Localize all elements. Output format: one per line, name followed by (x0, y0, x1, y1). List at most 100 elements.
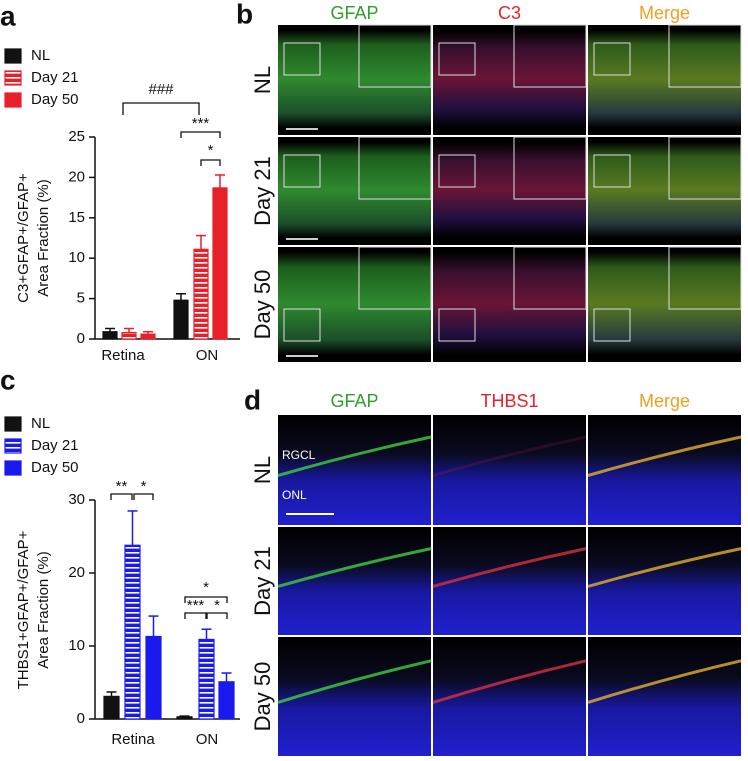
zoom-box (283, 308, 321, 342)
y-tick-label: 20 (68, 168, 85, 185)
significance-label: * (208, 142, 214, 159)
layer-label: RGCL (282, 448, 316, 462)
legend-swatch (4, 70, 22, 86)
zoom-box (593, 154, 631, 188)
zoom-box (593, 42, 631, 76)
significance-label: ** (116, 478, 128, 495)
inset-box (513, 136, 587, 200)
inset-box (358, 24, 432, 88)
micrograph-tissue (433, 252, 586, 355)
x-tick-label: ON (196, 731, 219, 748)
zoom-box (283, 154, 321, 188)
y-tick-label: 10 (68, 637, 85, 654)
significance-label: ### (148, 81, 174, 98)
significance-bracket (206, 612, 228, 619)
significance-bracket (133, 493, 154, 500)
cell-layer (432, 659, 587, 704)
bar (173, 299, 189, 340)
x-tick-label: ON (196, 347, 219, 364)
micrograph-tissue (588, 637, 741, 756)
cell-layer (277, 547, 432, 588)
significance-label: * (203, 579, 209, 596)
significance-label: * (214, 597, 220, 614)
zoom-box (438, 308, 476, 342)
bar (124, 544, 141, 720)
y-axis-label: THBS1+GFAP+/GFAP+ (15, 530, 32, 689)
inset-box (668, 246, 742, 310)
inset-box (513, 246, 587, 310)
cell-layer (587, 435, 742, 477)
column-header: Merge (639, 3, 690, 23)
legend-label: Day 21 (31, 437, 79, 454)
significance-bracket (180, 131, 221, 138)
legend-swatch (4, 438, 22, 454)
legend-label: Day 50 (31, 459, 79, 476)
significance-label: *** (187, 597, 205, 614)
y-tick-label: 15 (68, 209, 85, 226)
column-header: GFAP (330, 391, 378, 411)
significance-bracket (122, 102, 200, 115)
zoom-box (438, 154, 476, 188)
row-label: NL (250, 456, 275, 484)
column-header: Merge (639, 391, 690, 411)
micrograph-tissue (588, 527, 741, 635)
micrograph-tissue (433, 637, 586, 756)
micrograph-tissue (588, 252, 741, 355)
significance-label: *** (192, 115, 210, 132)
row-label: Day 50 (250, 662, 275, 732)
micrograph-tissue (278, 527, 431, 635)
inset-box (668, 24, 742, 88)
y-axis-label: C3+GFAP+/GFAP+ (15, 173, 32, 303)
bar (102, 331, 118, 340)
bar (121, 331, 137, 340)
micrograph-tissue (433, 415, 586, 525)
column-header: THBS1 (480, 391, 538, 411)
row-label: Day 21 (250, 546, 275, 616)
micrograph-tissue (588, 30, 741, 128)
panel-letter: d (244, 384, 261, 415)
panel-letter: b (236, 0, 253, 29)
bar (193, 248, 209, 340)
row-label: Day 50 (250, 270, 275, 340)
cell-layer (432, 435, 587, 477)
row-label: Day 21 (250, 156, 275, 226)
significance-label: * (141, 478, 147, 495)
inset-box (668, 136, 742, 200)
bar (218, 681, 235, 720)
x-tick-label: Retina (101, 347, 145, 364)
y-tick-label: 20 (68, 564, 85, 581)
inset-box (358, 136, 432, 200)
micrograph-tissue (278, 637, 431, 756)
panel-letter: c (0, 364, 16, 395)
cell-layer (587, 659, 742, 704)
bar (212, 187, 228, 340)
column-header: GFAP (330, 3, 378, 23)
cell-layer (277, 659, 432, 704)
legend-swatch (4, 416, 22, 432)
significance-bracket (184, 596, 228, 603)
column-header: C3 (498, 3, 521, 23)
bar (103, 695, 120, 720)
y-axis-label: Area Fraction (%) (35, 551, 52, 669)
y-axis-label: Area Fraction (%) (35, 179, 52, 297)
micrograph-tissue (433, 142, 586, 238)
significance-bracket (200, 159, 221, 166)
cell-layer (277, 435, 432, 477)
legend-label: Day 50 (31, 91, 79, 108)
y-tick-label: 0 (77, 710, 85, 727)
legend-swatch (4, 92, 22, 108)
inset-box (513, 24, 587, 88)
x-tick-label: Retina (111, 731, 155, 748)
panel-letter: a (0, 0, 16, 31)
zoom-box (283, 42, 321, 76)
row-label: NL (250, 66, 275, 94)
cell-layer (432, 547, 587, 588)
bar (145, 635, 162, 720)
y-tick-label: 5 (77, 290, 85, 307)
micrograph-tissue (278, 415, 431, 525)
legend-label: NL (31, 47, 50, 64)
layer-label: ONL (282, 488, 307, 502)
legend-swatch (4, 48, 22, 64)
legend-label: Day 21 (31, 69, 79, 86)
